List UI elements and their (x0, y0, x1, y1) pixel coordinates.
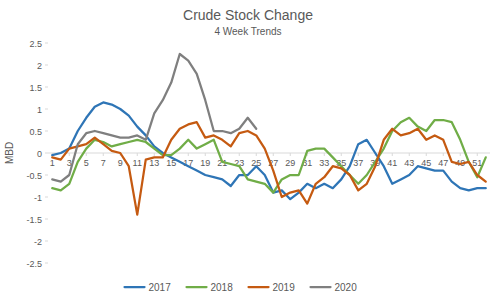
x-tick-label: 37 (353, 158, 363, 168)
legend-label: 2017 (149, 282, 172, 293)
x-tick-label: 29 (285, 158, 295, 168)
y-tick-label: 1 (37, 105, 42, 115)
x-axis-line (48, 153, 490, 154)
y-tick-label: 0.5 (29, 127, 42, 137)
y-tick-label: -1.5 (26, 215, 42, 225)
x-tick (477, 153, 478, 156)
plot-lines (52, 54, 486, 215)
y-tick-label: -2 (34, 237, 42, 247)
y-tick-label: 1.5 (29, 83, 42, 93)
x-tick (103, 153, 104, 156)
y-tick-label: 0 (37, 149, 42, 159)
x-tick (460, 153, 461, 156)
x-tick (239, 153, 240, 156)
x-tick (409, 153, 410, 156)
x-tick (69, 153, 70, 156)
x-tick (341, 153, 342, 156)
x-tick (154, 153, 155, 156)
x-tick (86, 153, 87, 156)
chart-title: Crude Stock Change (183, 7, 313, 23)
y-tick-label: 2.5 (29, 39, 42, 49)
background (0, 0, 497, 298)
y-tick (45, 87, 48, 88)
y-tick (45, 65, 48, 66)
chart-svg: Crude Stock Change 4 Week Trends MBD -2.5 -2… (0, 0, 497, 298)
series-line (52, 102, 486, 199)
legend-label: 2020 (335, 282, 358, 293)
x-tick (188, 153, 189, 156)
x-tick-label: 43 (404, 158, 414, 168)
x-tick-label: 41 (387, 158, 397, 168)
y-tick (45, 263, 48, 264)
y-tick-label: -0.5 (26, 171, 42, 181)
x-tick-label: 11 (133, 158, 142, 168)
y-tick-label: -1 (34, 193, 42, 203)
x-tick (205, 153, 206, 156)
y-tick (45, 219, 48, 220)
x-tick (358, 153, 359, 156)
y-tick (45, 153, 48, 154)
legend: 2017 2018 2019 2020 (125, 282, 358, 293)
x-tick (222, 153, 223, 156)
legend-swatch (311, 286, 331, 288)
x-tick (392, 153, 393, 156)
series-line (52, 118, 486, 193)
x-tick (256, 153, 257, 156)
x-tick (443, 153, 444, 156)
legend-swatch (125, 286, 145, 288)
chart-container: Crude Stock Change 4 Week Trends MBD -2.5 -2… (0, 0, 497, 298)
legend-label: 2019 (273, 282, 296, 293)
x-tick-label: 47 (438, 158, 448, 168)
x-tick-label: 1 (50, 158, 55, 168)
x-tick-label: 7 (101, 158, 106, 168)
series-line (52, 54, 256, 182)
y-tick-label: 2 (37, 61, 42, 71)
legend-swatch (249, 286, 269, 288)
x-tick (137, 153, 138, 156)
x-tick-label: 9 (118, 158, 123, 168)
x-tick (426, 153, 427, 156)
x-tick (290, 153, 291, 156)
y-axis-label: MBD (4, 142, 15, 164)
x-tick-label: 13 (149, 158, 159, 168)
y-tick (45, 241, 48, 242)
y-tick (45, 43, 48, 44)
x-tick-label: 5 (84, 158, 89, 168)
x-tick (273, 153, 274, 156)
y-tick-label: -2.5 (26, 259, 42, 269)
y-tick (45, 109, 48, 110)
y-tick (45, 131, 48, 132)
chart-subtitle: 4 Week Trends (214, 26, 281, 37)
y-tick (45, 197, 48, 198)
x-tick-label: 19 (200, 158, 210, 168)
x-tick (324, 153, 325, 156)
legend-swatch (187, 286, 207, 288)
x-tick-label: 33 (319, 158, 329, 168)
y-axis-line (48, 43, 49, 263)
legend-label: 2018 (211, 282, 234, 293)
y-tick (45, 175, 48, 176)
